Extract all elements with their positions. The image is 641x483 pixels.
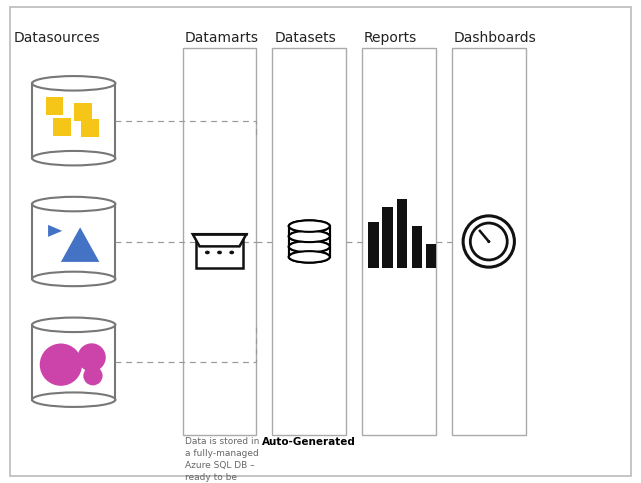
Ellipse shape bbox=[32, 271, 115, 286]
Ellipse shape bbox=[32, 151, 115, 165]
Ellipse shape bbox=[288, 230, 329, 242]
Ellipse shape bbox=[288, 220, 329, 232]
Bar bbox=[74, 103, 92, 121]
Bar bbox=[397, 199, 408, 268]
Bar bbox=[289, 226, 329, 257]
Text: Datasources: Datasources bbox=[14, 31, 101, 45]
Text: Reports: Reports bbox=[364, 31, 417, 45]
Text: Datasets: Datasets bbox=[274, 31, 336, 45]
Ellipse shape bbox=[288, 220, 329, 232]
Text: Datamarts: Datamarts bbox=[185, 31, 258, 45]
Polygon shape bbox=[193, 234, 246, 246]
Ellipse shape bbox=[40, 343, 82, 386]
Ellipse shape bbox=[288, 241, 329, 253]
Bar bbox=[32, 325, 115, 400]
Bar bbox=[46, 97, 63, 115]
Bar bbox=[362, 48, 436, 435]
Ellipse shape bbox=[32, 76, 115, 90]
Ellipse shape bbox=[288, 241, 329, 253]
Ellipse shape bbox=[83, 366, 103, 385]
Bar bbox=[81, 119, 99, 137]
Circle shape bbox=[217, 251, 222, 254]
Ellipse shape bbox=[288, 230, 329, 242]
Circle shape bbox=[229, 251, 234, 254]
Bar bbox=[196, 234, 243, 268]
Bar bbox=[412, 227, 422, 268]
Bar bbox=[32, 204, 115, 279]
Ellipse shape bbox=[32, 392, 115, 407]
Bar bbox=[368, 222, 378, 268]
Ellipse shape bbox=[463, 216, 515, 267]
Polygon shape bbox=[61, 227, 99, 262]
Bar bbox=[426, 244, 437, 268]
Ellipse shape bbox=[78, 343, 106, 371]
Text: Data is stored in
a fully-managed
Azure SQL DB –
ready to be
modeled
and consume: Data is stored in a fully-managed Azure … bbox=[185, 437, 259, 483]
Ellipse shape bbox=[32, 318, 115, 332]
Polygon shape bbox=[48, 225, 62, 237]
Bar bbox=[183, 48, 256, 435]
Ellipse shape bbox=[470, 223, 507, 260]
Text: Dashboards: Dashboards bbox=[454, 31, 537, 45]
Ellipse shape bbox=[288, 251, 329, 263]
Bar bbox=[272, 48, 346, 435]
Ellipse shape bbox=[487, 240, 490, 243]
Bar bbox=[32, 83, 115, 158]
Bar bbox=[452, 48, 526, 435]
Bar bbox=[382, 207, 393, 268]
Circle shape bbox=[205, 251, 210, 254]
Text: Auto-Generated: Auto-Generated bbox=[262, 437, 356, 447]
Ellipse shape bbox=[32, 197, 115, 212]
Ellipse shape bbox=[288, 251, 329, 263]
Bar bbox=[53, 117, 71, 136]
